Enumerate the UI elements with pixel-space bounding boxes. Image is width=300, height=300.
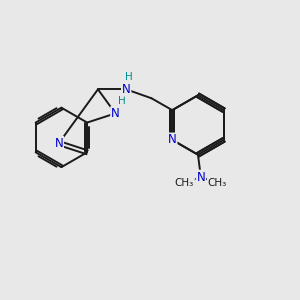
Text: CH₃: CH₃ xyxy=(175,178,194,188)
Text: N: N xyxy=(122,83,130,96)
Text: H: H xyxy=(125,72,133,82)
Text: CH₃: CH₃ xyxy=(208,178,227,188)
Text: N: N xyxy=(55,136,63,150)
Text: N: N xyxy=(111,107,120,120)
Text: N: N xyxy=(196,170,205,184)
Text: H: H xyxy=(118,96,126,106)
Text: N: N xyxy=(168,134,177,146)
